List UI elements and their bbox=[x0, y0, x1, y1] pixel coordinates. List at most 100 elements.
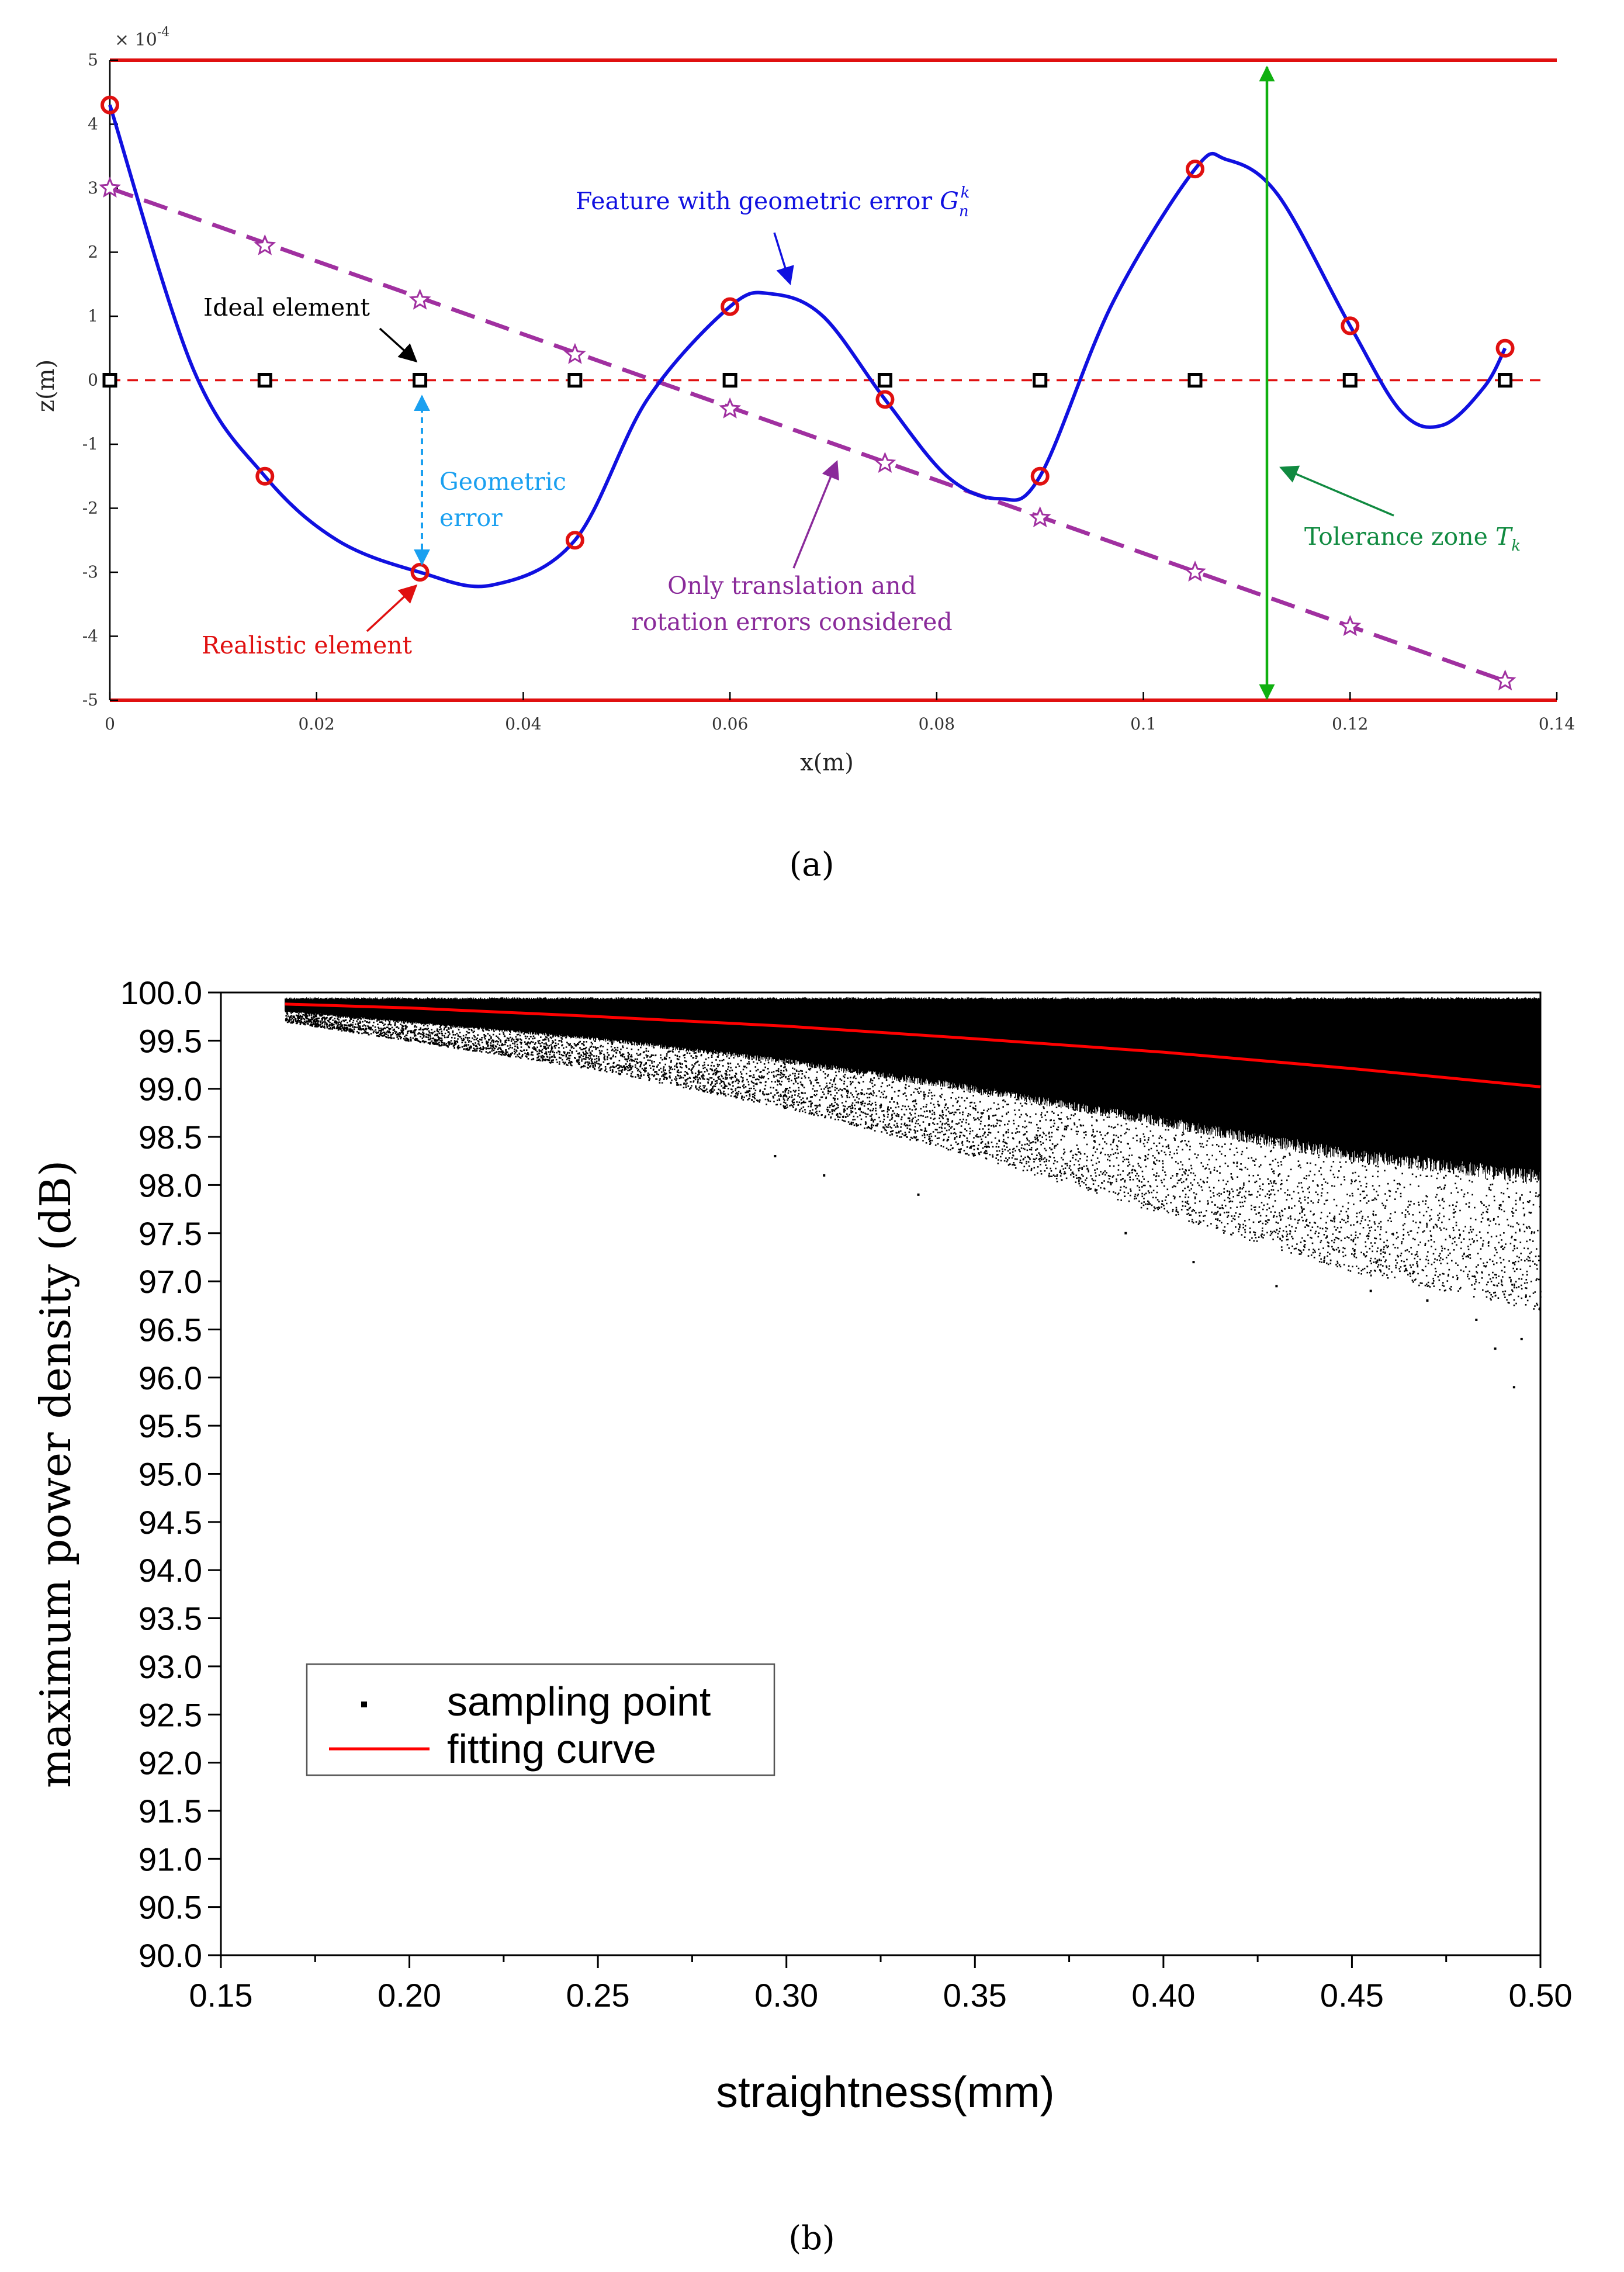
y-tick-label: 90.5 bbox=[138, 1889, 202, 1926]
scatter-outlier bbox=[1124, 1232, 1127, 1234]
translation-rotation-line bbox=[109, 186, 1506, 683]
ideal-marker bbox=[102, 373, 117, 388]
star-marker bbox=[874, 452, 896, 473]
x-tick-label: 0.1 bbox=[1130, 714, 1156, 734]
y-tick-label: 97.5 bbox=[138, 1215, 202, 1252]
scatter-outlier bbox=[823, 1174, 826, 1177]
x-tick-label: 0 bbox=[105, 714, 115, 734]
realistic-marker bbox=[1030, 466, 1050, 486]
scatter-outlier bbox=[1520, 1337, 1523, 1340]
y-tick-label: 93.0 bbox=[138, 1648, 202, 1685]
y-tick-label: -3 bbox=[82, 562, 98, 582]
scatter-points bbox=[285, 997, 1542, 1389]
ideal-label: Ideal element bbox=[203, 293, 370, 321]
ideal-marker bbox=[722, 373, 737, 388]
y-tick-label: -2 bbox=[82, 499, 98, 518]
chart-a-y-exponent: × 10-4 bbox=[115, 25, 169, 50]
star-marker bbox=[1494, 669, 1516, 691]
scatter-outlier bbox=[1192, 1261, 1195, 1264]
y-tick-label: 99.5 bbox=[138, 1022, 202, 1059]
annotation-realistic: Realistic element bbox=[202, 584, 418, 659]
chart-a-series bbox=[99, 95, 1545, 691]
chart-b-x-axis-label: straightness(mm) bbox=[716, 2067, 1054, 2117]
x-tick-label: 0.12 bbox=[1332, 714, 1368, 734]
feature-label: Feature with geometric error Gnk bbox=[576, 184, 969, 220]
fitting-curve bbox=[285, 1002, 1541, 1088]
only-translation-arrow bbox=[792, 460, 839, 569]
star-marker bbox=[408, 288, 431, 310]
realistic-marker bbox=[101, 95, 119, 115]
realistic-marker bbox=[875, 390, 895, 409]
annotation-geometric-error: Geometric error bbox=[414, 395, 566, 566]
x-tick-label: 0.40 bbox=[1131, 1977, 1195, 2014]
realistic-marker bbox=[255, 466, 275, 486]
y-tick-label: -5 bbox=[82, 690, 98, 710]
realistic-marker bbox=[1495, 338, 1515, 358]
scatter-band bbox=[285, 997, 1541, 1184]
geometric-error-label-2: error bbox=[439, 504, 503, 532]
chart-a-ticks: 0 0.02 0.04 0.06 0.08 0.1 0.12 0.14 -5 -4 -3 -2 -1 0 1… bbox=[82, 50, 1575, 734]
chart-b: 0.15 0.20 0.25 0.30 0.35 0.40 0.45 0.50 90.0 90.5… bbox=[31, 974, 1573, 2257]
y-tick-label: 97.0 bbox=[138, 1263, 202, 1300]
tolerance-label: Tolerance zone Tk bbox=[1304, 523, 1521, 555]
star-marker bbox=[1339, 615, 1362, 637]
ideal-marker bbox=[1187, 373, 1203, 388]
caption-a: (a) bbox=[789, 846, 834, 884]
y-tick-label: 99.0 bbox=[138, 1071, 202, 1108]
y-tick-label: -1 bbox=[82, 434, 98, 454]
scatter-outlier bbox=[1512, 1386, 1515, 1389]
y-tick-label: 100.0 bbox=[120, 974, 202, 1011]
ideal-marker bbox=[257, 373, 272, 388]
legend-box bbox=[306, 1663, 775, 1776]
ideal-marker bbox=[1033, 373, 1048, 388]
star-marker bbox=[1029, 506, 1051, 528]
feature-arrow bbox=[773, 232, 794, 286]
x-tick-label: 0.45 bbox=[1320, 1977, 1384, 2014]
x-tick-label: 0.02 bbox=[299, 714, 335, 734]
caption-b: (b) bbox=[788, 2219, 835, 2257]
y-tick-label: 91.0 bbox=[138, 1841, 202, 1877]
legend-label-sampling: sampling point bbox=[447, 1679, 711, 1724]
annotation-tolerance: Tolerance zone Tk bbox=[1259, 65, 1521, 700]
only-translation-label-2: rotation errors considered bbox=[631, 608, 953, 636]
ideal-marker bbox=[877, 373, 892, 388]
y-tick-label: 3 bbox=[88, 178, 98, 198]
realistic-marker bbox=[565, 531, 584, 550]
y-tick-label: 2 bbox=[88, 243, 98, 262]
only-translation-label: Only translation and bbox=[667, 572, 916, 600]
x-tick-label: 0.08 bbox=[919, 714, 955, 734]
y-tick-label: 92.5 bbox=[138, 1696, 202, 1733]
x-tick-label: 0.25 bbox=[566, 1977, 630, 2014]
realistic-marker bbox=[1341, 316, 1360, 336]
x-tick-label: 0.06 bbox=[712, 714, 748, 734]
y-tick-label: 98.0 bbox=[138, 1167, 202, 1204]
annotation-feature: Feature with geometric error Gnk bbox=[576, 184, 969, 286]
y-tick-label: 1 bbox=[88, 306, 98, 326]
legend-label-fitting: fitting curve bbox=[447, 1726, 656, 1772]
x-tick-label: 0.15 bbox=[189, 1977, 253, 2014]
scatter-outlier bbox=[1494, 1347, 1497, 1350]
x-tick-label: 0.30 bbox=[754, 1977, 818, 2014]
ideal-marker bbox=[1498, 373, 1513, 388]
chart-b-ticks: 0.15 0.20 0.25 0.30 0.35 0.40 0.45 0.50 90.0 90.5… bbox=[120, 974, 1573, 2014]
ideal-marker bbox=[1342, 373, 1358, 388]
scatter-outlier bbox=[1426, 1299, 1429, 1302]
y-tick-label: 96.5 bbox=[138, 1311, 202, 1348]
scatter-outlier bbox=[917, 1193, 920, 1196]
chart-b-fit bbox=[285, 1002, 1541, 1088]
ideal-marker bbox=[413, 373, 428, 388]
ideal-marker bbox=[567, 373, 583, 388]
y-tick-label: 98.5 bbox=[138, 1119, 202, 1156]
star-marker bbox=[563, 343, 586, 364]
y-tick-label: 91.5 bbox=[138, 1793, 202, 1830]
chart-a: 0 0.02 0.04 0.06 0.08 0.1 0.12 0.14 -5 -4 -3 -2 -1 0 1… bbox=[33, 25, 1575, 884]
star-marker bbox=[99, 177, 121, 198]
scatter-outlier bbox=[774, 1154, 777, 1157]
ideal-arrow bbox=[379, 327, 418, 363]
realistic-marker bbox=[1186, 160, 1204, 179]
y-tick-label: 93.5 bbox=[138, 1600, 202, 1637]
realistic-arrow bbox=[366, 584, 418, 632]
legend: sampling point fitting curve bbox=[306, 1663, 775, 1776]
chart-a-y-axis-label: z(m) bbox=[33, 359, 60, 412]
